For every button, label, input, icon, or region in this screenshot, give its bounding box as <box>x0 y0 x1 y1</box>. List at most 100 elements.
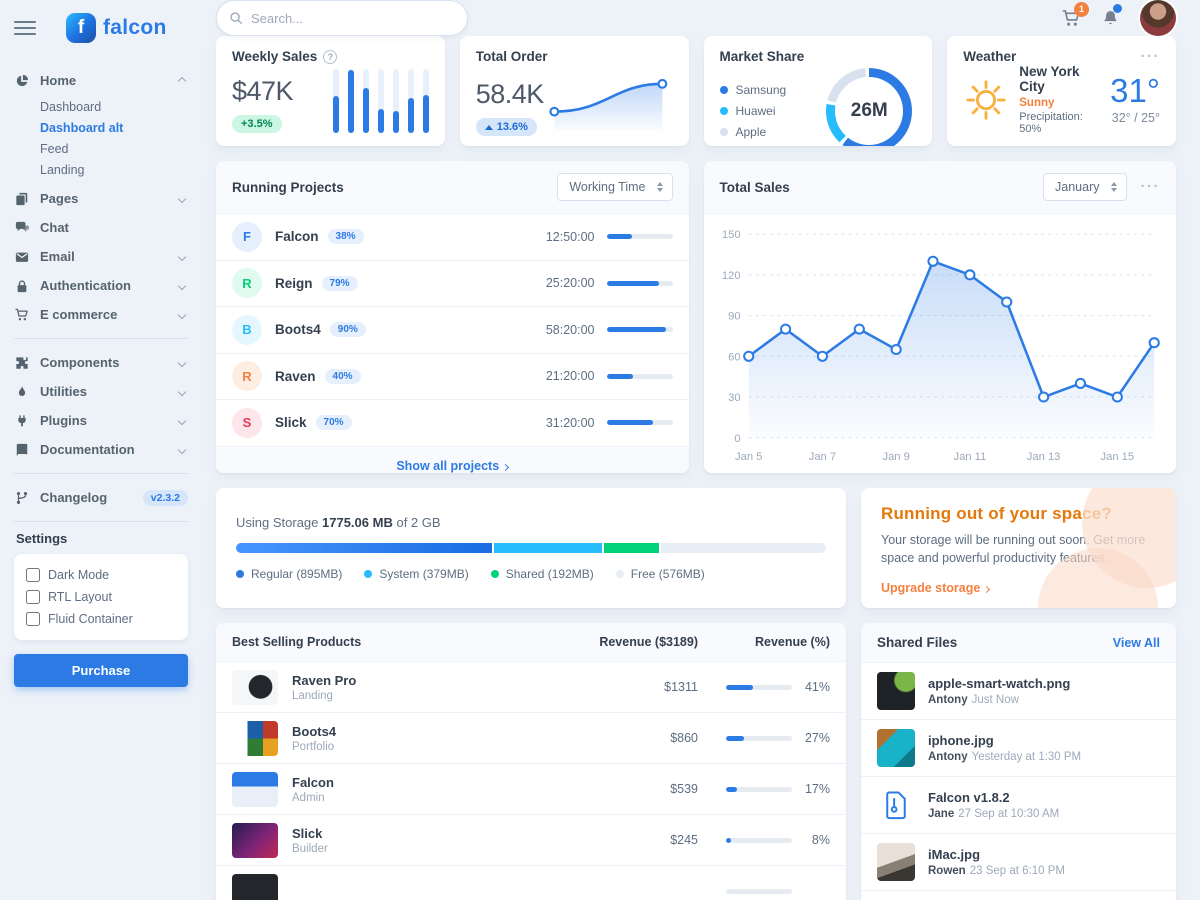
project-row-raven[interactable]: R Raven 40% 21:20:00 <box>216 354 689 400</box>
shared-files-card: Shared Files View All apple-smart-watch.… <box>861 623 1176 900</box>
revenue-percent-bar <box>726 684 792 690</box>
search-icon <box>229 11 243 30</box>
sidebar-item-landing[interactable]: Landing <box>40 162 85 177</box>
sidebar-item-label: Home <box>40 73 77 88</box>
cart-button[interactable]: 1 <box>1062 1 1089 28</box>
card-menu-dots[interactable]: ··· <box>1140 47 1160 65</box>
total-sales-line-chart: 0 30 60 90 120 150 Jan 5 Jan 7 Jan 9 Jan 11 Jan 13… <box>721 229 1160 463</box>
svg-text:Jan 11: Jan 11 <box>953 451 986 463</box>
sidebar-item-dashboard-alt[interactable]: Dashboard alt <box>40 120 124 135</box>
legend-dot <box>719 107 728 115</box>
sidebar-divider <box>14 473 188 474</box>
project-avatar: S <box>232 407 262 438</box>
sidebar-item-feed[interactable]: Feed <box>40 141 69 156</box>
upgrade-storage-link[interactable]: Upgrade storage <box>881 581 991 595</box>
sidebar-item-components[interactable]: Components <box>14 348 188 377</box>
product-name: Boots4 <box>292 723 337 739</box>
card-title: Best Selling Products <box>232 635 362 649</box>
project-row-reign[interactable]: R Reign 79% 25:20:00 <box>216 261 689 307</box>
sidebar-item-authentication[interactable]: Authentication <box>14 271 188 300</box>
sidebar-item-utilities[interactable]: Utilities <box>14 377 188 406</box>
sidebar-item-dashboard[interactable]: Dashboard <box>40 99 102 114</box>
sidebar-item-plugins[interactable]: Plugins <box>14 406 188 435</box>
chevron-right-icon <box>502 463 510 471</box>
file-row-iphone[interactable]: iphone.jpg Antony Yesterday at 1:30 PM <box>861 720 1176 777</box>
product-row-raven-pro[interactable]: Raven Pro Landing $1311 41% <box>216 662 846 713</box>
checkbox-label: RTL Layout <box>48 590 112 604</box>
legend-label: Free (576MB) <box>630 567 705 581</box>
rtl-layout-checkbox[interactable] <box>26 590 40 604</box>
home-submenu: Dashboard Dashboard alt Feed Landing <box>40 96 188 180</box>
notifications-button[interactable] <box>1101 3 1122 28</box>
fluid-container-toggle[interactable]: Fluid Container <box>26 608 176 630</box>
project-avatar: B <box>232 314 262 345</box>
sidebar-item-home[interactable]: Home <box>14 66 188 95</box>
weather-temperature: 31° <box>1110 72 1160 109</box>
svg-text:30: 30 <box>728 392 740 404</box>
project-percent-badge: 38% <box>327 229 364 245</box>
dark-mode-checkbox[interactable] <box>26 568 40 582</box>
product-row-boots4[interactable]: Boots4 Portfolio $860 27% <box>216 713 846 764</box>
settings-heading: Settings <box>16 531 68 546</box>
working-time-select[interactable]: Working Time <box>557 173 673 201</box>
product-row-falcon[interactable]: Falcon Admin $539 17% <box>216 764 846 815</box>
donut-center-value: 26M <box>850 100 888 121</box>
product-row-partial[interactable] <box>216 866 846 900</box>
product-percent: 41% <box>804 680 830 694</box>
product-category: Portfolio <box>292 740 335 753</box>
checkbox-label: Dark Mode <box>48 568 110 582</box>
file-author: Antony <box>928 751 968 763</box>
version-badge: v2.3.2 <box>142 489 188 506</box>
file-document-icon <box>877 786 915 824</box>
legend-label: System (379MB) <box>379 567 469 581</box>
svg-text:150: 150 <box>721 229 740 241</box>
file-row-imac[interactable]: iMac.jpg Rowen 23 Sep at 6:10 PM <box>861 834 1176 891</box>
file-author: Jane <box>928 808 955 820</box>
sidebar-item-pages[interactable]: Pages <box>14 184 188 213</box>
svg-text:Jan 5: Jan 5 <box>735 451 762 463</box>
product-category: Landing <box>292 689 333 702</box>
fluid-container-checkbox[interactable] <box>26 612 40 626</box>
envelope-icon <box>14 250 30 264</box>
brand-name: falcon <box>103 16 167 39</box>
search-input[interactable] <box>216 0 468 36</box>
sidebar-item-ecommerce[interactable]: E commerce <box>14 300 188 329</box>
sidebar-item-email[interactable]: Email <box>14 242 188 271</box>
sidebar-item-changelog[interactable]: Changelog v2.3.2 <box>14 483 188 512</box>
project-percent-badge: 70% <box>315 415 352 431</box>
dark-mode-toggle[interactable]: Dark Mode <box>26 564 176 586</box>
month-select[interactable]: January <box>1043 173 1127 201</box>
sidebar-item-label: Pages <box>40 191 79 206</box>
hamburger-menu-icon[interactable] <box>14 14 36 42</box>
project-row-boots4[interactable]: B Boots4 90% 58:20:00 <box>216 307 689 354</box>
sidebar-item-chat[interactable]: Chat <box>14 213 188 242</box>
project-time: 21:20:00 <box>545 369 595 384</box>
rtl-layout-toggle[interactable]: RTL Layout <box>26 586 176 608</box>
svg-text:0: 0 <box>734 433 740 445</box>
file-thumbnail <box>877 672 915 710</box>
user-avatar[interactable] <box>1140 0 1176 36</box>
file-row-falcon-zip[interactable]: Falcon v1.8.2 Jane 27 Sep at 10:30 AM <box>861 777 1176 834</box>
sidebar-item-documentation[interactable]: Documentation <box>14 435 188 464</box>
show-all-projects-link[interactable]: Show all projects <box>396 459 510 473</box>
brand-logo[interactable]: f falcon <box>66 13 167 43</box>
search-container <box>216 0 468 36</box>
view-all-link[interactable]: View All <box>1112 635 1160 650</box>
purchase-button[interactable]: Purchase <box>14 654 188 687</box>
sidebar: f falcon Home Dashboard Dashboard alt Fe… <box>0 0 202 900</box>
project-row-slick[interactable]: S Slick 70% 31:20:00 <box>216 400 689 447</box>
question-circle-icon[interactable]: ? <box>323 49 338 64</box>
file-name: iphone.jpg <box>928 733 994 748</box>
sort-arrows-icon <box>1110 182 1117 192</box>
file-time: 23 Sep at 6:10 PM <box>969 865 1065 877</box>
project-row-falcon[interactable]: F Falcon 38% 12:50:00 <box>216 214 689 261</box>
product-row-slick[interactable]: Slick Builder $245 8% <box>216 815 846 866</box>
card-menu-dots[interactable]: ··· <box>1140 178 1160 195</box>
svg-text:60: 60 <box>728 351 740 363</box>
file-time: 27 Sep at 10:30 AM <box>958 808 1060 820</box>
file-row-apple-smart-watch[interactable]: apple-smart-watch.png Antony Just Now <box>861 663 1176 720</box>
card-title: Running Projects <box>232 179 344 195</box>
project-name: Boots4 <box>275 322 321 338</box>
plug-icon <box>14 414 30 428</box>
legend-label: Huawei <box>735 104 776 118</box>
